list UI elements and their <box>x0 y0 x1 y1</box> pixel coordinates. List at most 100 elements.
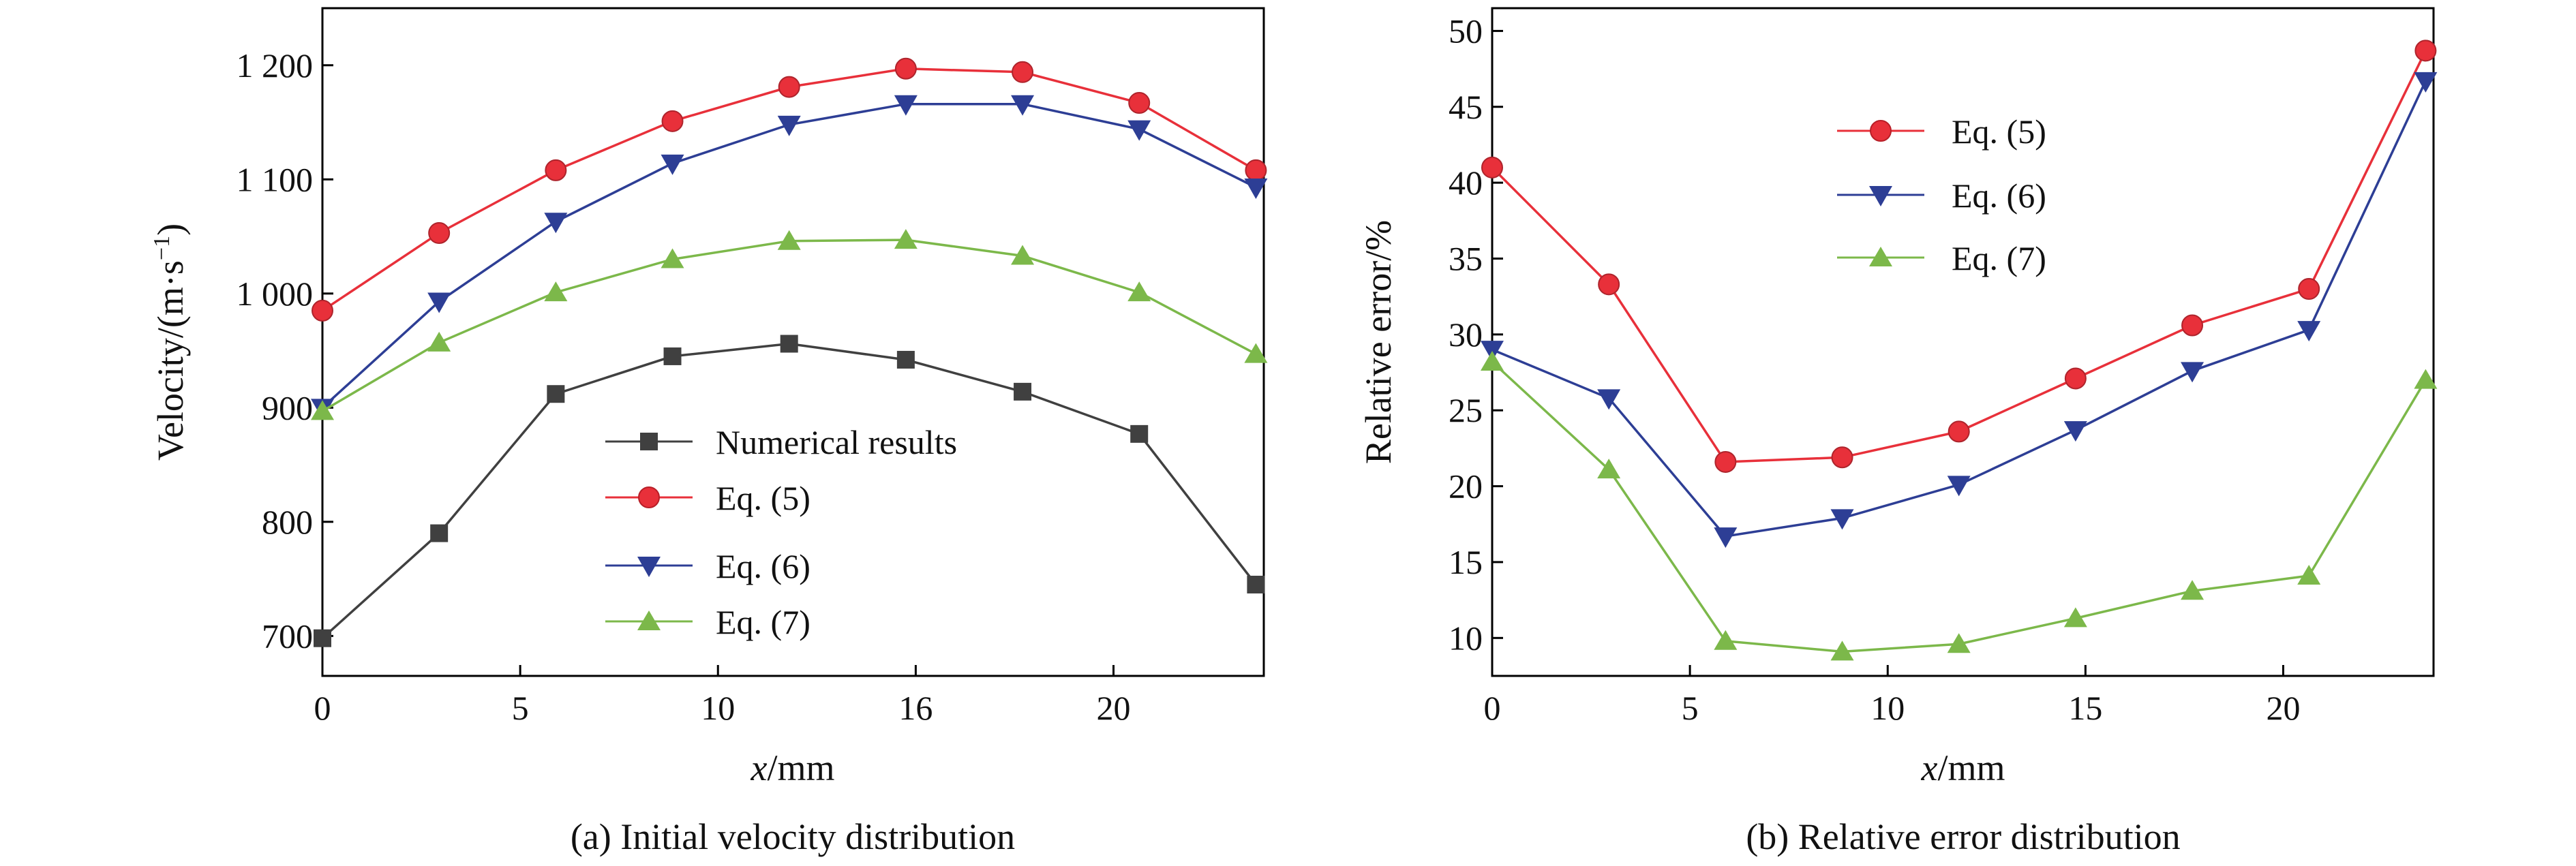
data-point <box>2414 40 2437 62</box>
x-tick-label: 20 <box>1097 689 1131 727</box>
panel-a-x-ticks: 0 5 10 16 20 <box>314 665 1131 727</box>
data-point <box>2414 369 2438 389</box>
data-point <box>430 524 449 542</box>
y-tick-label: 1 100 <box>237 160 314 198</box>
data-point <box>1011 245 1035 265</box>
legend-triangle-up-marker <box>637 610 661 630</box>
panel-b-legend-entry-eq7: Eq. (7) <box>1837 239 2046 277</box>
data-point <box>1597 389 1621 410</box>
data-point <box>777 230 801 250</box>
data-point <box>427 292 451 313</box>
data-point <box>312 299 333 322</box>
legend-label-eq5: Eq. (5) <box>1952 112 2046 151</box>
x-tick-label: 15 <box>2068 689 2102 727</box>
data-point <box>1597 459 1621 479</box>
data-point <box>1947 633 1971 653</box>
legend-label-eq6: Eq. (6) <box>716 547 810 585</box>
panel-a-legend-entry-eq5: Eq. (5) <box>605 479 810 517</box>
data-point <box>428 222 451 245</box>
y-tick-label: 900 <box>262 388 313 427</box>
legend-label-eq7: Eq. (7) <box>1952 239 2046 277</box>
legend-label-numerical: Numerical results <box>716 423 957 461</box>
data-point <box>427 331 451 352</box>
legend-label-eq7: Eq. (7) <box>716 603 810 641</box>
panel-a-legend-entry-numerical: Numerical results <box>605 423 957 461</box>
x-tick-label: 10 <box>1870 689 1905 727</box>
data-point <box>894 229 918 249</box>
data-point <box>1012 61 1034 83</box>
panel-b-legend: Eq. (5) Eq. (6) Eq. (7) <box>1837 112 2046 277</box>
data-point <box>1244 179 1268 200</box>
data-point <box>1830 640 1854 661</box>
data-point <box>896 350 915 369</box>
data-point <box>1714 450 1737 473</box>
y-tick-label: 45 <box>1449 88 1483 126</box>
series-line <box>1491 360 2427 653</box>
data-point <box>1245 159 1267 181</box>
series-line <box>321 102 1257 409</box>
data-point <box>661 248 684 268</box>
data-point <box>2064 367 2087 390</box>
panel-a-y-ticks: 700 800 900 1 000 1 100 1 200 <box>237 46 333 655</box>
legend-circle-marker <box>638 486 660 508</box>
panel-b-y-axis-label: Relative error/% <box>1358 220 1399 464</box>
data-point <box>1127 120 1151 141</box>
data-point <box>1948 420 1970 443</box>
data-point <box>2298 278 2320 300</box>
y-tick-label: 10 <box>1449 619 1483 657</box>
data-point <box>2181 362 2204 383</box>
panel-a-legend-entry-eq6: Eq. (6) <box>605 547 810 585</box>
data-point <box>778 76 800 98</box>
legend-triangle-down-marker <box>1869 186 1892 206</box>
x-tick-label: 5 <box>1682 689 1699 727</box>
series-eq-7 <box>1481 350 2438 661</box>
x-tick-label: 5 <box>512 689 529 727</box>
data-point <box>2297 321 2321 342</box>
y-tick-label: 20 <box>1449 467 1483 506</box>
y-tick-label: 35 <box>1449 240 1483 278</box>
data-point <box>2063 421 2087 442</box>
series-eq-5 <box>312 57 1267 322</box>
series-eq-6 <box>1481 72 2438 548</box>
series-line <box>322 238 1257 412</box>
y-tick-label: 30 <box>1449 315 1483 354</box>
y-tick-label: 15 <box>1449 543 1483 581</box>
y-tick-label: 700 <box>262 617 313 655</box>
panel-b-plot-frame <box>1491 7 2435 677</box>
legend-triangle-down-marker <box>637 557 661 577</box>
data-point <box>547 385 565 403</box>
data-point <box>661 154 684 175</box>
x-tick-label: 16 <box>898 689 933 727</box>
x-tick-label: 20 <box>2267 689 2301 727</box>
series-line <box>322 67 1257 312</box>
x-tick-label: 0 <box>314 689 331 727</box>
panel-b-x-ticks: 0 5 10 15 20 <box>1484 665 2301 727</box>
data-point <box>661 110 684 132</box>
y-tick-label: 1 200 <box>237 46 314 84</box>
panel-b-series <box>1481 40 2438 661</box>
y-tick-label: 40 <box>1449 164 1483 202</box>
panel-a-x-axis-label: x/mm <box>751 747 835 788</box>
y-tick-label: 25 <box>1449 391 1483 429</box>
data-point <box>1128 92 1151 114</box>
y-tick-label: 800 <box>262 503 313 541</box>
panel-a-velocity-chart: 700 800 900 1 000 1 100 1 200 0 5 10 16 20 Veloci… <box>149 7 1268 857</box>
data-point <box>2414 72 2438 93</box>
panel-a-y-axis-label: Velocity/(m·s−1) <box>149 223 191 461</box>
panel-a-legend: Numerical results Eq. (5) Eq. (6) Eq. (7… <box>605 423 957 641</box>
data-point <box>1831 446 1853 469</box>
data-point <box>544 213 568 234</box>
data-point <box>2297 565 2321 585</box>
data-point <box>663 347 682 365</box>
legend-square-marker <box>640 433 658 450</box>
panel-b-legend-entry-eq6: Eq. (6) <box>1837 176 2046 215</box>
x-tick-label: 0 <box>1484 689 1501 727</box>
data-point <box>1014 382 1032 401</box>
panel-a-series <box>311 57 1268 647</box>
data-point <box>1127 281 1151 302</box>
data-point <box>1714 527 1738 548</box>
data-point <box>777 115 801 136</box>
data-point <box>1947 476 1971 497</box>
data-point <box>545 159 567 181</box>
